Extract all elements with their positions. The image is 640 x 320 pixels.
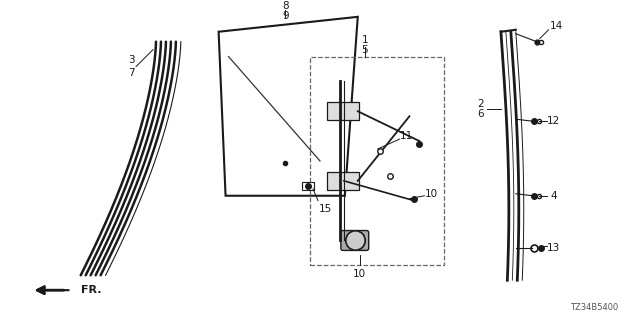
Text: 10: 10	[353, 269, 366, 279]
FancyBboxPatch shape	[341, 230, 369, 251]
Text: FR.: FR.	[81, 285, 102, 295]
Text: 10: 10	[425, 189, 438, 199]
Bar	[310, 57, 444, 265]
Text: 8: 8	[282, 1, 289, 11]
Text: 14: 14	[550, 21, 563, 31]
Text: TZ34B5400: TZ34B5400	[570, 303, 618, 312]
Text: 11: 11	[400, 131, 413, 141]
Text: 9: 9	[282, 11, 289, 21]
Text: 1: 1	[362, 35, 368, 45]
Text: 15: 15	[318, 204, 332, 214]
FancyBboxPatch shape	[327, 102, 359, 120]
Text: 6: 6	[477, 109, 484, 119]
Text: 5: 5	[362, 44, 368, 55]
Text: 2: 2	[477, 99, 484, 109]
Text: 13: 13	[547, 244, 560, 253]
FancyBboxPatch shape	[327, 172, 359, 190]
Text: 12: 12	[547, 116, 560, 126]
Text: 3: 3	[128, 55, 134, 65]
Text: 7: 7	[128, 68, 134, 78]
Text: 4: 4	[550, 191, 557, 201]
